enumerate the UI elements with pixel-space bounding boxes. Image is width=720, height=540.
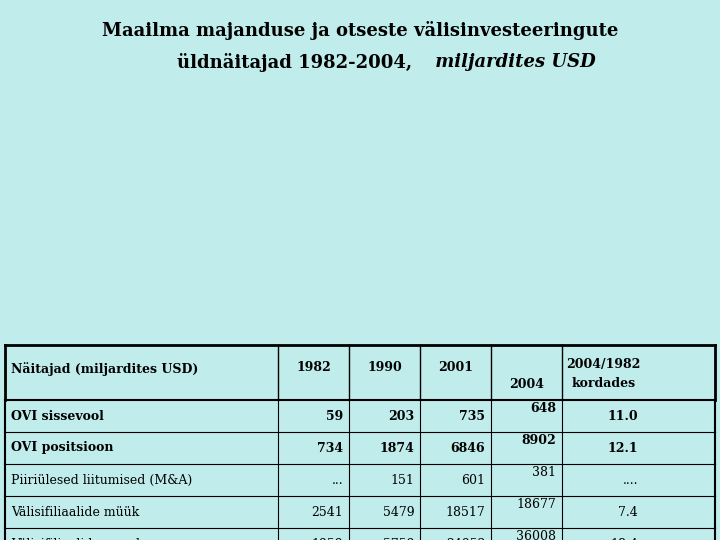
Text: 7.4: 7.4 — [618, 505, 638, 518]
Text: 151: 151 — [390, 474, 414, 487]
Text: 24952: 24952 — [446, 537, 485, 540]
Text: 18.4: 18.4 — [610, 537, 638, 540]
Text: 36008: 36008 — [516, 530, 557, 540]
Text: 5479: 5479 — [383, 505, 414, 518]
Text: 381: 381 — [532, 467, 557, 480]
Text: 2004/1982: 2004/1982 — [566, 358, 640, 371]
Text: Näitajad (miljardites USD): Näitajad (miljardites USD) — [11, 362, 199, 376]
Text: 2004: 2004 — [509, 378, 544, 391]
Text: 734: 734 — [318, 442, 343, 455]
Text: ....: .... — [623, 474, 638, 487]
Text: 2001: 2001 — [438, 361, 473, 374]
Text: 203: 203 — [388, 409, 414, 422]
Text: Maailma majanduse ja otseste välisinvesteeringute: Maailma majanduse ja otseste välisinvest… — [102, 21, 618, 39]
Text: 8902: 8902 — [521, 435, 557, 448]
Text: Välisifiliaalide müük: Välisifiliaalide müük — [11, 505, 139, 518]
Text: OVI sissevool: OVI sissevool — [11, 409, 104, 422]
Text: 59: 59 — [326, 409, 343, 422]
Text: üldnäitajad 1982-2004,: üldnäitajad 1982-2004, — [177, 52, 413, 71]
Text: ...: ... — [332, 474, 343, 487]
Text: OVI positsioon: OVI positsioon — [11, 442, 114, 455]
Text: Välisifiliaalide varad: Välisifiliaalide varad — [11, 537, 140, 540]
Text: 1959: 1959 — [312, 537, 343, 540]
Text: 735: 735 — [459, 409, 485, 422]
Text: 12.1: 12.1 — [608, 442, 638, 455]
Text: 18517: 18517 — [446, 505, 485, 518]
Text: 1874: 1874 — [379, 442, 414, 455]
Text: kordades: kordades — [571, 377, 635, 390]
Text: miljardites USD: miljardites USD — [428, 53, 595, 71]
Text: 1990: 1990 — [367, 361, 402, 374]
Text: 5759: 5759 — [383, 537, 414, 540]
Text: 18677: 18677 — [517, 498, 557, 511]
Text: 2541: 2541 — [312, 505, 343, 518]
Text: 648: 648 — [531, 402, 557, 415]
Text: 11.0: 11.0 — [608, 409, 638, 422]
Text: 1982: 1982 — [297, 361, 331, 374]
Text: 6846: 6846 — [451, 442, 485, 455]
Text: Piiriülesed liitumised (M&A): Piiriülesed liitumised (M&A) — [11, 474, 192, 487]
Text: 601: 601 — [462, 474, 485, 487]
